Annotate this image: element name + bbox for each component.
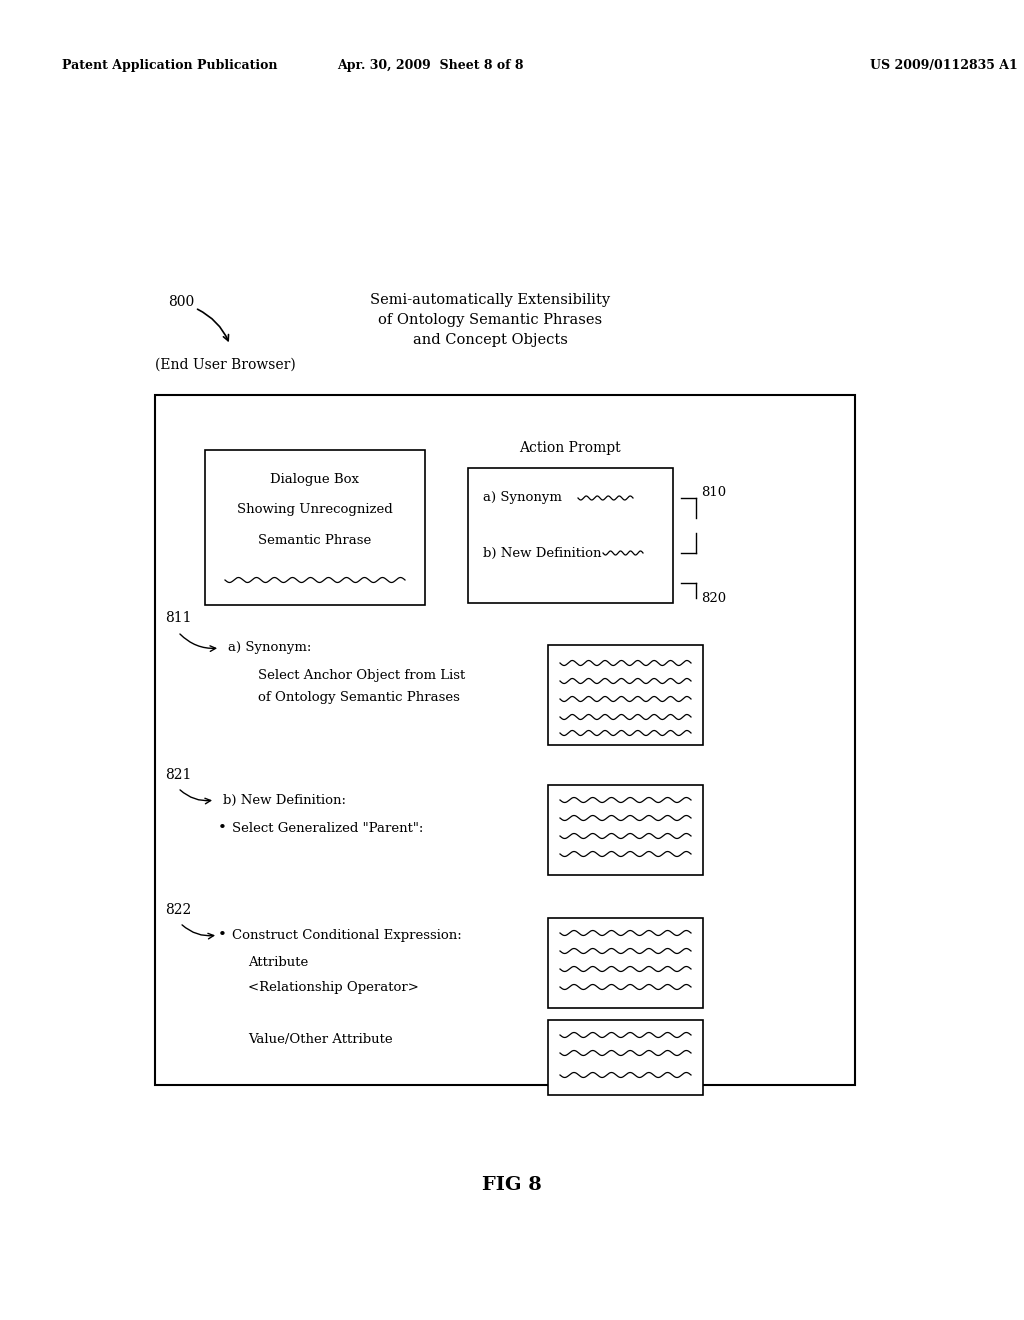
Text: Dialogue Box: Dialogue Box: [270, 474, 359, 487]
Bar: [548, 1020, 703, 1096]
Text: (End User Browser): (End User Browser): [155, 358, 296, 372]
Bar: [468, 469, 673, 603]
Text: Select Generalized "Parent":: Select Generalized "Parent":: [232, 821, 423, 834]
Text: a) Synonym: a) Synonym: [483, 491, 562, 504]
Text: Value/Other Attribute: Value/Other Attribute: [248, 1034, 392, 1047]
Text: •: •: [218, 928, 227, 942]
Text: b) New Definition:: b) New Definition:: [223, 793, 346, 807]
Text: US 2009/0112835 A1: US 2009/0112835 A1: [870, 58, 1018, 71]
Text: Action Prompt: Action Prompt: [519, 441, 621, 455]
Text: and Concept Objects: and Concept Objects: [413, 333, 567, 347]
Text: 811: 811: [165, 611, 191, 624]
Text: <Relationship Operator>: <Relationship Operator>: [248, 982, 419, 994]
Text: 800: 800: [168, 294, 195, 309]
Text: Construct Conditional Expression:: Construct Conditional Expression:: [232, 928, 462, 941]
Bar: [548, 645, 703, 744]
Text: Showing Unrecognized: Showing Unrecognized: [238, 503, 393, 516]
Text: Select Anchor Object from List: Select Anchor Object from List: [258, 668, 465, 681]
Text: a) Synonym:: a) Synonym:: [228, 642, 311, 655]
Bar: [155, 395, 855, 1085]
Text: of Ontology Semantic Phrases: of Ontology Semantic Phrases: [258, 692, 460, 705]
Bar: [548, 785, 703, 875]
Text: FIG 8: FIG 8: [482, 1176, 542, 1195]
Text: of Ontology Semantic Phrases: of Ontology Semantic Phrases: [378, 313, 602, 327]
Text: b) New Definition: b) New Definition: [483, 546, 601, 560]
Text: 810: 810: [701, 487, 726, 499]
Text: Semi-automatically Extensibility: Semi-automatically Extensibility: [370, 293, 610, 308]
Text: 820: 820: [701, 591, 726, 605]
Text: 821: 821: [165, 768, 191, 781]
Bar: [205, 450, 425, 605]
Text: 822: 822: [165, 903, 191, 917]
Text: Semantic Phrase: Semantic Phrase: [258, 533, 372, 546]
Text: Apr. 30, 2009  Sheet 8 of 8: Apr. 30, 2009 Sheet 8 of 8: [337, 58, 523, 71]
Text: •: •: [218, 821, 227, 836]
Bar: [548, 917, 703, 1008]
Text: Patent Application Publication: Patent Application Publication: [62, 58, 278, 71]
Text: Attribute: Attribute: [248, 957, 308, 969]
